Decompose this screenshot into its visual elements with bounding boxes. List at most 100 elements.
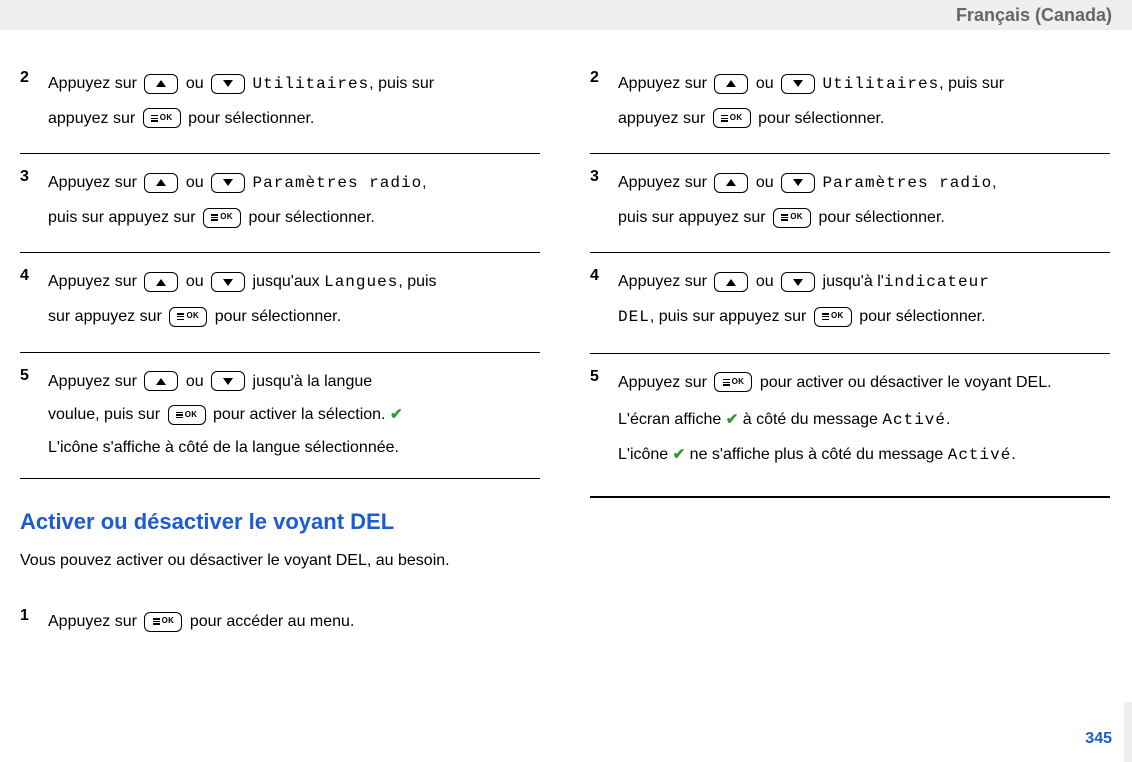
triangle-up-icon xyxy=(726,279,736,286)
section-heading: Activer ou désactiver le voyant DEL xyxy=(20,509,540,535)
text: ou xyxy=(186,75,208,92)
mono-text: Paramètres radio xyxy=(823,174,993,192)
text: pour activer la sélection. xyxy=(213,406,390,423)
ok-label: OK xyxy=(790,209,803,226)
text: . xyxy=(1011,446,1015,463)
ok-label: OK xyxy=(185,407,198,424)
mono-text: Utilitaires xyxy=(823,75,940,93)
step-item: 5 Appuyez sur ou jusqu'à la langue voulu… xyxy=(20,353,540,479)
text: appuyez sur xyxy=(48,110,140,127)
step-number: 4 xyxy=(20,265,48,333)
section-intro: Vous pouvez activer ou désactiver le voy… xyxy=(20,549,540,573)
right-column: 2 Appuyez sur ou Utilitaires, puis sur a… xyxy=(590,55,1110,656)
step-number: 4 xyxy=(590,265,618,334)
text: , puis sur xyxy=(939,75,1004,92)
text: Appuyez sur xyxy=(48,75,141,92)
ok-button-icon: OK xyxy=(814,307,852,327)
triangle-down-icon xyxy=(793,80,803,87)
ok-button-icon: OK xyxy=(169,307,207,327)
triangle-down-icon xyxy=(223,80,233,87)
mono-text: Paramètres radio xyxy=(253,174,423,192)
up-button-icon xyxy=(144,272,178,292)
step-number: 3 xyxy=(20,166,48,234)
menu-icon xyxy=(153,618,160,625)
ok-button-icon: OK xyxy=(713,108,751,128)
triangle-up-icon xyxy=(726,179,736,186)
ok-label: OK xyxy=(186,308,199,325)
text: pour sélectionner. xyxy=(188,110,314,127)
mono-text: Utilitaires xyxy=(253,75,370,93)
step-item: 1 Appuyez sur OK pour accéder au menu. xyxy=(20,593,540,657)
up-button-icon xyxy=(714,272,748,292)
text: pour sélectionner. xyxy=(859,308,985,325)
triangle-down-icon xyxy=(793,279,803,286)
ok-button-icon: OK xyxy=(144,612,182,632)
section-divider xyxy=(590,496,1110,498)
text: à côté du message xyxy=(738,411,882,428)
menu-icon xyxy=(177,313,184,320)
text: pour sélectionner. xyxy=(819,209,945,226)
triangle-up-icon xyxy=(156,80,166,87)
ok-button-icon: OK xyxy=(168,405,206,425)
text: L'écran affiche xyxy=(618,411,726,428)
up-button-icon xyxy=(144,371,178,391)
mono-text: Langues xyxy=(324,273,398,291)
text: Appuyez sur xyxy=(48,273,141,290)
ok-label: OK xyxy=(732,374,745,391)
mono-text: indicateur xyxy=(884,273,990,291)
mono-text: Activé xyxy=(948,446,1012,464)
ok-label: OK xyxy=(831,308,844,325)
text: ou xyxy=(756,273,778,290)
down-button-icon xyxy=(781,173,815,193)
menu-icon xyxy=(721,115,728,122)
text: appuyez sur xyxy=(618,110,710,127)
menu-icon xyxy=(781,214,788,221)
triangle-down-icon xyxy=(223,378,233,385)
ok-label: OK xyxy=(160,110,173,127)
left-column: 2 Appuyez sur ou Utilitaires, puis sur a… xyxy=(20,55,540,656)
text: ou xyxy=(186,273,208,290)
menu-icon xyxy=(822,313,829,320)
text: jusqu'à l' xyxy=(823,273,884,290)
down-button-icon xyxy=(211,272,245,292)
triangle-down-icon xyxy=(223,279,233,286)
down-button-icon xyxy=(781,74,815,94)
step-body: Appuyez sur OK pour activer ou désactive… xyxy=(618,366,1110,469)
step-body: Appuyez sur ou jusqu'à l'indicateur DEL,… xyxy=(618,265,1110,334)
text: appuyez sur xyxy=(108,209,200,226)
down-button-icon xyxy=(211,371,245,391)
text: pour sélectionner. xyxy=(758,110,884,127)
ok-button-icon: OK xyxy=(714,372,752,392)
ok-label: OK xyxy=(162,613,175,630)
step-number: 2 xyxy=(20,67,48,135)
mono-text: DEL xyxy=(618,308,650,326)
check-icon: ✔ xyxy=(726,408,739,432)
text: pour accéder au menu. xyxy=(190,613,355,630)
text: pour sélectionner. xyxy=(249,209,375,226)
triangle-up-icon xyxy=(726,80,736,87)
step-item: 3 Appuyez sur ou Paramètres radio, puis … xyxy=(590,154,1110,253)
text: Appuyez sur xyxy=(618,174,711,191)
text: pour sélectionner. xyxy=(215,308,341,325)
text: , puis sur appuyez sur xyxy=(650,308,811,325)
step-body: Appuyez sur ou Paramètres radio, puis su… xyxy=(618,166,1110,234)
text: appuyez sur xyxy=(678,209,770,226)
text: Appuyez sur xyxy=(48,613,141,630)
page-container: Français (Canada) 2 Appuyez sur ou Utili… xyxy=(0,0,1132,762)
step-number: 1 xyxy=(20,605,48,639)
step-item: 4 Appuyez sur ou jusqu'aux Langues, puis… xyxy=(20,253,540,352)
text: Appuyez sur xyxy=(48,174,141,191)
down-button-icon xyxy=(781,272,815,292)
text: Appuyez sur xyxy=(618,273,711,290)
text: pour activer ou désactiver le voyant DEL… xyxy=(760,374,1052,391)
ok-label: OK xyxy=(220,209,233,226)
up-button-icon xyxy=(714,74,748,94)
text: L'icône xyxy=(618,446,673,463)
step-item: 3 Appuyez sur ou Paramètres radio, puis … xyxy=(20,154,540,253)
triangle-down-icon xyxy=(793,179,803,186)
menu-icon xyxy=(151,115,158,122)
up-button-icon xyxy=(714,173,748,193)
text: jusqu'à la langue xyxy=(253,373,373,390)
ok-button-icon: OK xyxy=(773,208,811,228)
step-item: 5 Appuyez sur OK pour activer ou désacti… xyxy=(590,354,1110,487)
